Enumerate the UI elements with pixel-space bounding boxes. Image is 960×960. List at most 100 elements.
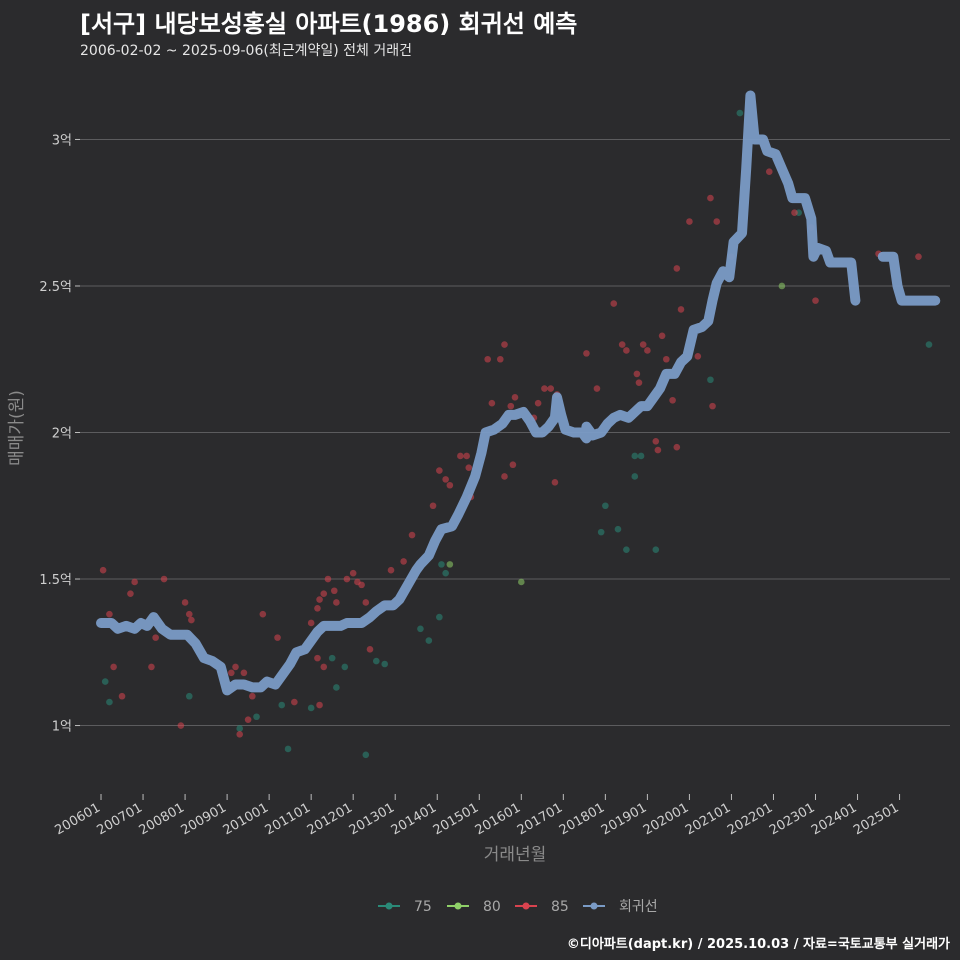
point-85 <box>686 218 693 225</box>
point-85 <box>316 701 323 709</box>
point-85 <box>694 353 702 360</box>
point-85 <box>343 575 351 583</box>
page-title: [서구] 내당보성홍실 아파트(1986) 회귀선 예측 <box>80 10 578 38</box>
point-85 <box>496 355 504 363</box>
point-85 <box>618 341 626 348</box>
point-75 <box>185 692 193 700</box>
point-85 <box>511 394 519 401</box>
y-tick-label: 1억 <box>52 720 72 735</box>
legend-marker-85 <box>522 902 530 910</box>
x-tick-label: 201801 <box>557 800 607 838</box>
y-tick-label: 1.5억 <box>39 573 72 588</box>
point-75 <box>101 678 109 685</box>
point-85 <box>314 605 321 612</box>
point-80 <box>518 578 525 586</box>
point-85 <box>677 306 685 313</box>
point-85 <box>791 209 798 217</box>
point-75 <box>652 546 660 554</box>
point-85 <box>644 347 651 354</box>
x-axis-title: 거래년월 <box>484 845 547 865</box>
point-85 <box>635 379 643 386</box>
x-tick-label: 201701 <box>515 800 565 838</box>
point-85 <box>551 479 559 486</box>
y-tick-label: 2억 <box>52 427 72 442</box>
y-tick-label: 3억 <box>52 133 72 148</box>
point-75 <box>597 528 605 536</box>
point-85 <box>349 569 357 577</box>
regression-line <box>96 90 941 696</box>
point-75 <box>736 109 744 117</box>
point-85 <box>673 443 681 451</box>
point-85 <box>915 253 922 260</box>
point-85 <box>314 654 321 662</box>
x-tick-label: 202501 <box>851 800 901 838</box>
point-75 <box>614 525 622 533</box>
point-75 <box>707 376 714 384</box>
point-85 <box>446 481 454 489</box>
point-85 <box>320 590 328 597</box>
point-85 <box>547 385 555 392</box>
legend: 75 80 85 회귀선 <box>378 899 658 915</box>
x-tick-label: 201501 <box>431 800 481 838</box>
point-75 <box>284 745 292 753</box>
point-85 <box>436 467 443 474</box>
x-tick-label: 201401 <box>389 800 439 838</box>
point-85 <box>593 385 601 392</box>
point-85 <box>185 610 193 618</box>
point-85 <box>330 587 338 595</box>
point-85 <box>240 669 248 677</box>
point-85 <box>534 399 542 407</box>
point-75 <box>333 684 340 691</box>
point-85 <box>152 634 159 641</box>
point-85 <box>669 396 676 404</box>
point-85 <box>244 716 252 723</box>
point-85 <box>652 437 660 445</box>
y-axis-title: 매매가(원) <box>7 390 27 466</box>
legend-marker-회귀선 <box>590 902 598 910</box>
point-85 <box>812 297 819 304</box>
y-axis: 1억 1.5억 2억 2.5억 3억 <box>39 133 80 735</box>
point-85 <box>408 531 416 539</box>
point-85 <box>362 599 370 606</box>
point-85 <box>658 332 666 340</box>
point-85 <box>583 350 590 357</box>
point-85 <box>259 610 267 618</box>
legend-label-75: 75 <box>414 899 432 915</box>
x-tick-label: 202301 <box>767 800 817 838</box>
point-75 <box>438 561 445 568</box>
point-85 <box>654 446 662 454</box>
point-85 <box>236 731 244 738</box>
point-85 <box>639 341 647 348</box>
scatter-points <box>99 109 933 759</box>
point-85 <box>106 610 113 618</box>
point-75 <box>236 725 244 732</box>
point-85 <box>188 616 195 624</box>
point-75 <box>106 698 113 706</box>
point-75 <box>602 502 609 510</box>
y-tick-label: 2.5억 <box>39 280 72 295</box>
point-75 <box>362 751 370 759</box>
point-85 <box>324 575 332 583</box>
point-85 <box>358 581 365 589</box>
point-85 <box>484 355 491 363</box>
point-85 <box>509 461 517 469</box>
point-85 <box>673 265 681 272</box>
legend-marker-80 <box>454 902 462 910</box>
x-tick-label: 201001 <box>221 800 271 838</box>
point-85 <box>663 355 670 363</box>
point-80 <box>778 282 786 290</box>
regression-segment <box>877 251 941 306</box>
point-85 <box>463 452 470 460</box>
point-85 <box>400 558 407 565</box>
x-tick-label: 200701 <box>95 800 145 838</box>
point-75 <box>637 452 645 460</box>
x-tick-label: 201301 <box>347 800 397 838</box>
point-75 <box>631 452 639 460</box>
point-85 <box>707 194 714 202</box>
point-75 <box>341 663 349 671</box>
point-85 <box>291 698 298 706</box>
x-tick-label: 201201 <box>305 800 355 838</box>
point-75 <box>381 660 389 668</box>
legend-marker-75 <box>385 902 393 910</box>
point-85 <box>442 476 449 483</box>
